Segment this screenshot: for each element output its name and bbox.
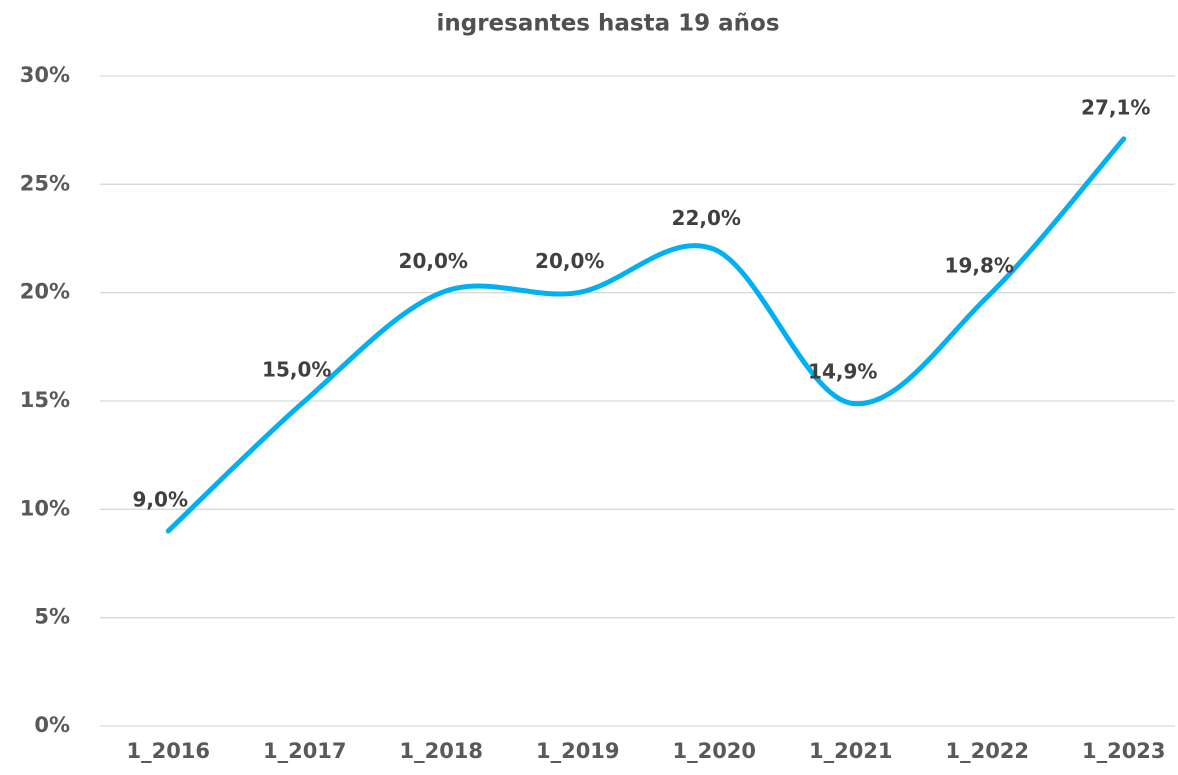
y-tick-label: 20% [20,280,70,304]
x-tick-label: 1_2017 [263,739,347,763]
value-label: 15,0% [262,358,331,382]
chart-title: ingresantes hasta 19 años [436,11,779,37]
y-tick-label: 30% [20,63,70,87]
value-label: 20,0% [399,249,468,273]
x-tick-label: 1_2023 [1082,739,1166,763]
value-label: 22,0% [672,206,741,230]
x-tick-label: 1_2018 [399,739,483,763]
value-label: 27,1% [1081,95,1150,119]
x-tick-label: 1_2019 [536,739,620,763]
value-label: 14,9% [808,360,877,384]
x-tick-label: 1_2022 [945,739,1029,763]
x-tick-label: 1_2016 [126,739,210,763]
y-tick-label: 15% [20,388,70,412]
value-label: 19,8% [945,254,1014,278]
x-tick-label: 1_2021 [809,739,893,763]
x-tick-label: 1_2020 [672,739,756,763]
y-tick-label: 0% [34,713,70,737]
value-label: 9,0% [133,488,188,512]
y-tick-label: 10% [20,496,70,520]
y-tick-label: 25% [20,171,70,195]
line [165,136,1127,534]
value-label: 20,0% [535,249,604,273]
y-tick-label: 5% [34,605,70,629]
